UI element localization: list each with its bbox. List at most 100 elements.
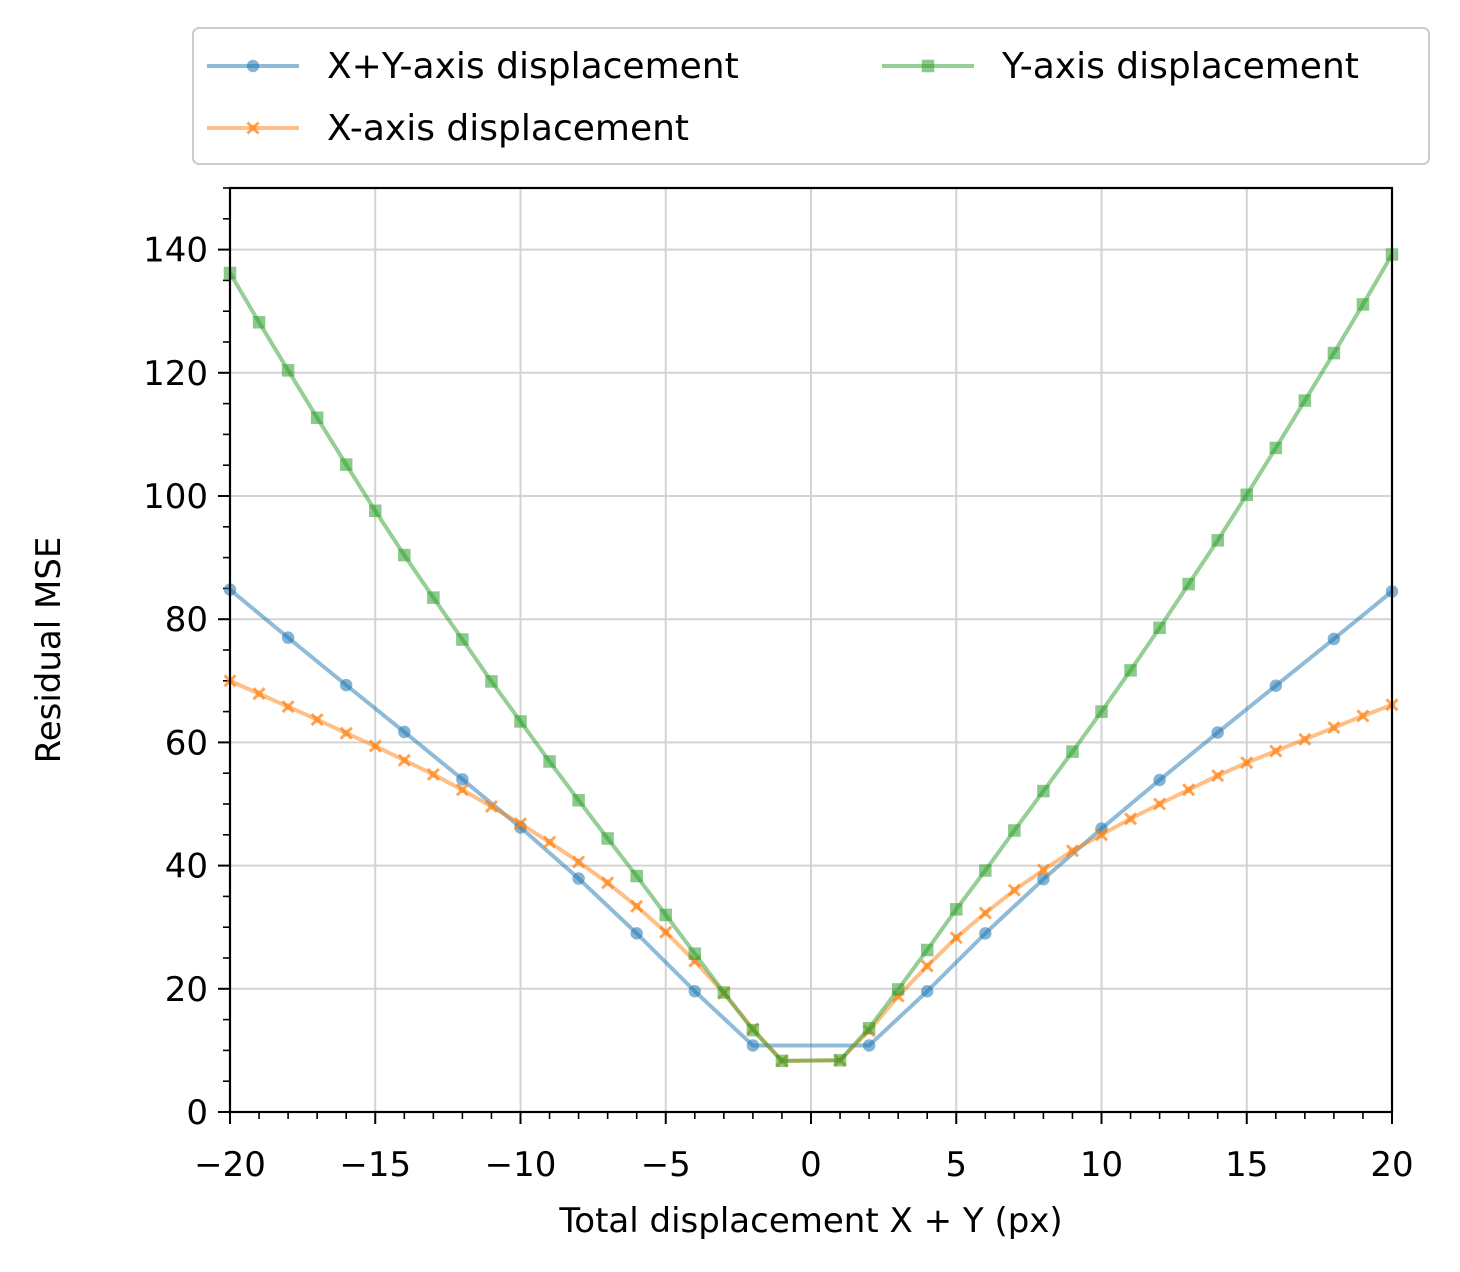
data-point xyxy=(1356,298,1370,311)
data-point xyxy=(630,927,643,940)
data-point xyxy=(949,931,963,945)
data-point xyxy=(1094,828,1109,842)
marker-core xyxy=(1185,786,1192,794)
data-point xyxy=(1211,769,1225,783)
marker-core xyxy=(952,934,960,941)
data-point xyxy=(1095,705,1108,718)
x-tick-label: 10 xyxy=(1080,1145,1123,1185)
data-point xyxy=(775,1054,789,1068)
data-point xyxy=(456,773,469,786)
marker-core xyxy=(284,703,292,710)
data-point xyxy=(572,794,585,807)
x-tick-label: −15 xyxy=(339,1145,411,1185)
data-point xyxy=(979,864,992,877)
data-point xyxy=(514,715,527,728)
data-point xyxy=(572,855,586,869)
x-tick-label: 5 xyxy=(945,1145,967,1185)
legend-box xyxy=(192,27,1430,165)
legend-label: X-axis displacement xyxy=(327,108,689,149)
data-point xyxy=(1327,632,1341,646)
data-point xyxy=(281,631,295,644)
data-point xyxy=(717,986,731,999)
x-axis-label: Total displacement X + Y (px) xyxy=(558,1201,1062,1241)
data-point xyxy=(1124,664,1137,677)
data-point xyxy=(1123,812,1138,826)
series-0 xyxy=(223,583,1399,1052)
legend-swatch-marker xyxy=(921,59,935,73)
data-point xyxy=(281,700,295,714)
data-point xyxy=(1007,883,1021,897)
data-point xyxy=(978,906,992,920)
x-tick-label: −10 xyxy=(485,1145,557,1185)
data-point xyxy=(485,675,498,688)
marker-core xyxy=(662,928,670,936)
data-point xyxy=(1298,394,1312,407)
data-point xyxy=(920,985,934,998)
marker-core xyxy=(1127,815,1134,823)
data-point xyxy=(1269,441,1283,455)
marker-core xyxy=(1098,831,1105,839)
data-point xyxy=(659,925,673,939)
marker-core xyxy=(459,786,466,794)
x-tick-label: 0 xyxy=(800,1145,822,1185)
data-point xyxy=(456,633,469,646)
legend-swatch-marker xyxy=(246,59,260,73)
data-point xyxy=(339,678,353,692)
data-point xyxy=(862,1039,876,1052)
marker-core xyxy=(401,756,408,764)
data-point xyxy=(601,876,615,890)
data-point xyxy=(339,458,353,471)
data-point xyxy=(979,927,992,940)
y-tick-label: 80 xyxy=(165,600,208,640)
data-point xyxy=(397,753,411,767)
marker-core xyxy=(249,124,257,132)
marker-core xyxy=(1243,759,1251,767)
data-point xyxy=(1240,756,1254,770)
data-point xyxy=(630,899,644,913)
y-tick-label: 140 xyxy=(143,231,208,271)
minor-ticks xyxy=(223,187,1364,1119)
y-tick-label: 20 xyxy=(165,970,208,1010)
marker-core xyxy=(1214,772,1221,779)
data-point xyxy=(1211,534,1224,547)
marker-core xyxy=(1301,736,1309,743)
x-tick-label: 20 xyxy=(1370,1145,1413,1185)
marker-core xyxy=(546,838,553,846)
data-point xyxy=(543,755,556,768)
y-tick-label: 60 xyxy=(165,723,208,763)
data-point xyxy=(1298,732,1312,746)
marker-core xyxy=(313,716,321,723)
data-point xyxy=(1153,797,1167,811)
marker-core xyxy=(982,909,989,917)
data-point xyxy=(1356,709,1370,723)
legend: X+Y-axis displacement X-axis displacement… xyxy=(192,27,1430,165)
marker-core xyxy=(371,742,379,750)
data-point xyxy=(1153,621,1166,635)
data-point xyxy=(368,739,382,753)
marker-core xyxy=(575,858,582,866)
data-point xyxy=(1240,488,1253,502)
data-point xyxy=(513,817,528,831)
legend-entry-0: X+Y-axis displacement xyxy=(207,46,739,87)
data-point xyxy=(310,411,324,425)
y-tick-label: 100 xyxy=(143,477,208,517)
data-point xyxy=(398,725,411,739)
data-point xyxy=(339,726,353,740)
data-point xyxy=(484,799,499,814)
data-point xyxy=(1269,744,1283,758)
data-point xyxy=(601,832,614,845)
legend-entry-2: Y-axis displacement xyxy=(882,46,1359,87)
marker-core xyxy=(255,690,263,698)
y-tick-label: 120 xyxy=(143,354,208,394)
data-point xyxy=(1065,844,1080,858)
data-point xyxy=(252,687,266,701)
marker-core xyxy=(1156,800,1163,808)
marker-core xyxy=(517,820,524,828)
data-point xyxy=(1008,824,1021,837)
grid xyxy=(229,188,1393,1113)
data-point xyxy=(1037,872,1050,886)
data-point xyxy=(1327,721,1341,735)
data-point xyxy=(920,943,934,957)
data-point xyxy=(427,591,440,604)
